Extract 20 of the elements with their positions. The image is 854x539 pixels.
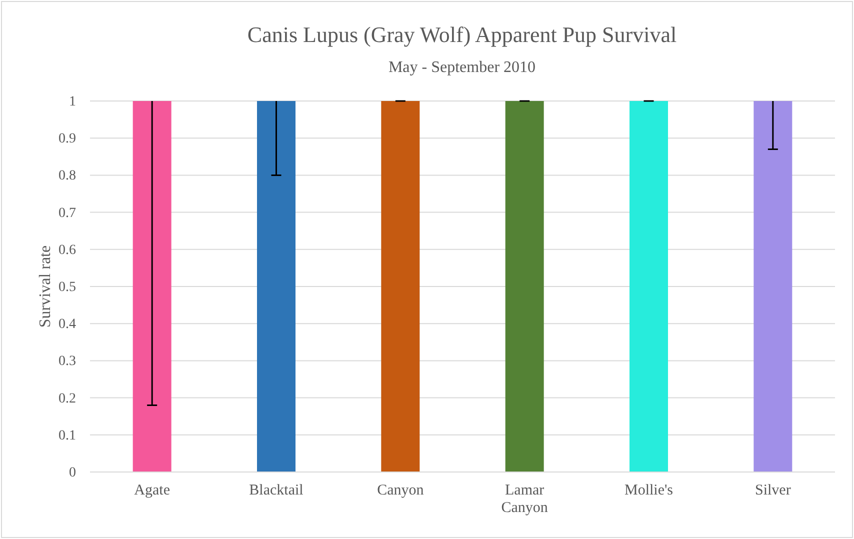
chart-subtitle: May - September 2010 bbox=[388, 59, 536, 76]
y-tick-label: 1 bbox=[69, 94, 76, 110]
y-tick-label: 0.8 bbox=[58, 168, 76, 184]
y-tick-label: 0.6 bbox=[58, 242, 76, 258]
x-tick-label: Lamar Canyon bbox=[501, 482, 548, 516]
x-tick-label: Mollie's bbox=[624, 482, 674, 499]
chart-title: Canis Lupus (Gray Wolf) Apparent Pup Survival bbox=[247, 22, 677, 47]
y-tick-label: 0.2 bbox=[58, 391, 76, 406]
x-tick-label: Agate bbox=[134, 482, 170, 499]
y-tick-label: 0.5 bbox=[58, 280, 76, 295]
x-tick-label: Silver bbox=[754, 482, 791, 499]
y-tick-label: 0.4 bbox=[58, 317, 76, 332]
y-tick-label: 0 bbox=[69, 465, 76, 480]
y-tick-label: 0.9 bbox=[58, 132, 76, 147]
y-axis-title: Survival rate bbox=[37, 245, 54, 328]
x-tick-label: Blacktail bbox=[249, 482, 304, 499]
y-tick-label: 0.3 bbox=[58, 354, 76, 370]
x-tick-label: Canyon bbox=[377, 482, 424, 499]
y-tick-label: 0.1 bbox=[58, 428, 76, 444]
y-tick-label: 0.7 bbox=[58, 206, 76, 221]
